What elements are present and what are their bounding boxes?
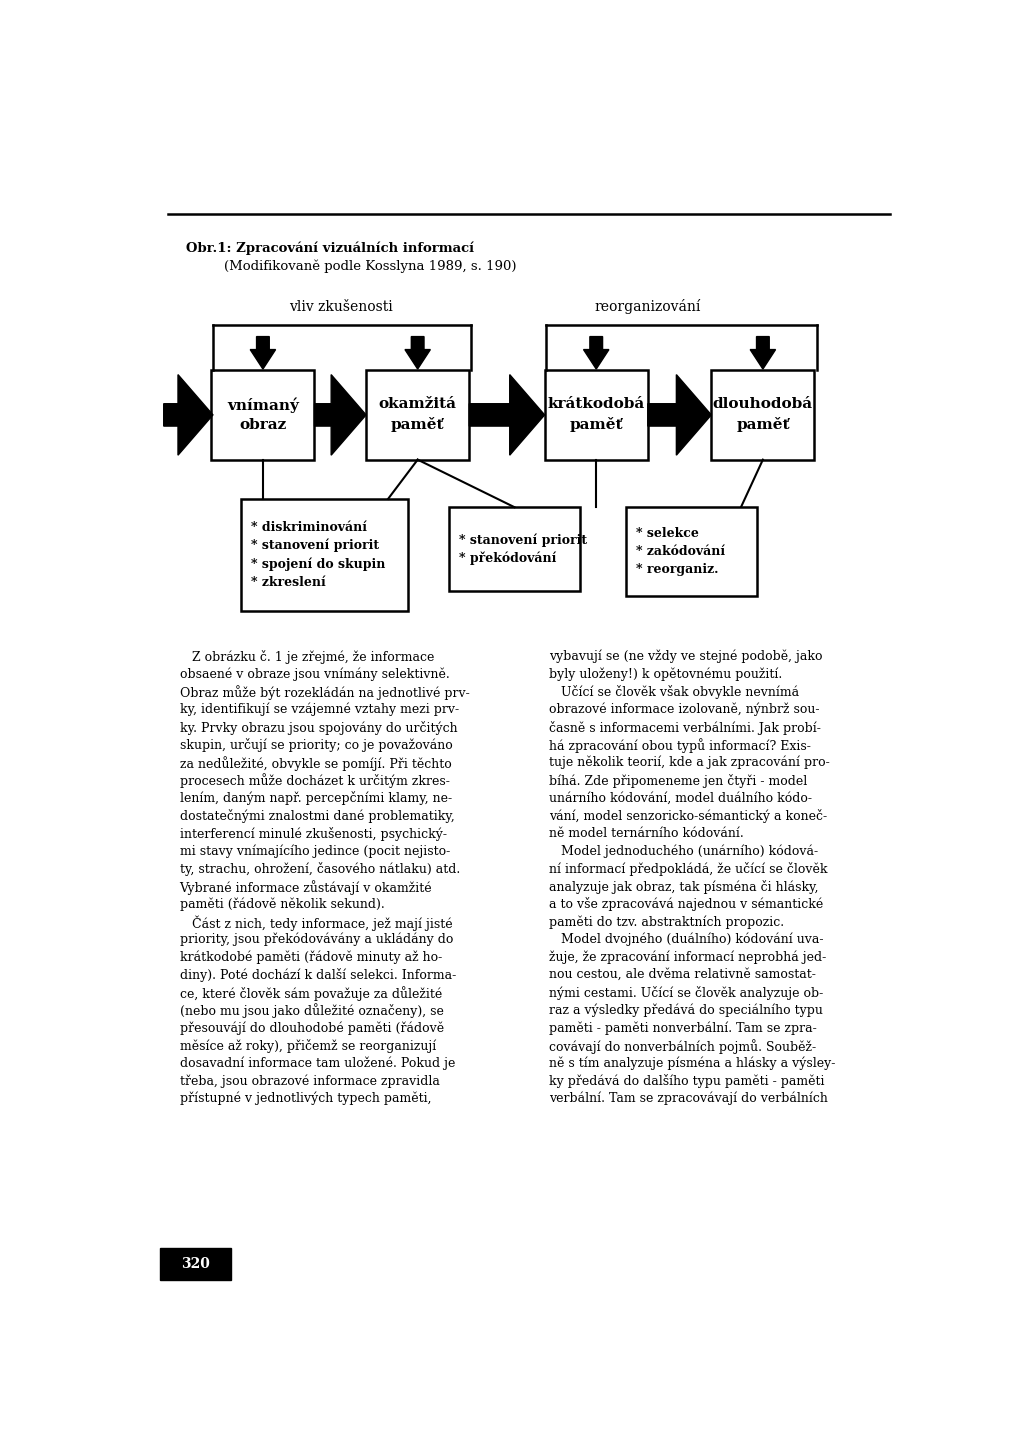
Text: procesech může docházet k určitým zkres-: procesech může docházet k určitým zkres- bbox=[179, 773, 450, 789]
Text: mi stavy vnímajícího jedince (pocit nejisto-: mi stavy vnímajícího jedince (pocit neji… bbox=[179, 844, 450, 857]
Text: nou cestou, ale dvěma relativně samostat-: nou cestou, ale dvěma relativně samostat… bbox=[549, 968, 815, 981]
Polygon shape bbox=[404, 337, 430, 369]
Text: Model dvojného (duálního) kódování uva-: Model dvojného (duálního) kódování uva- bbox=[549, 933, 823, 946]
Text: vnímaný
obraz: vnímaný obraz bbox=[227, 398, 299, 433]
Text: * selekce
* zakódování
* reorganiz.: * selekce * zakódování * reorganiz. bbox=[636, 527, 725, 575]
FancyBboxPatch shape bbox=[712, 371, 814, 459]
Text: skupin, určují se priority; co je považováno: skupin, určují se priority; co je považo… bbox=[179, 738, 453, 753]
Text: ce, které člověk sám považuje za důležité: ce, které člověk sám považuje za důležit… bbox=[179, 985, 441, 1001]
Text: přístupné v jednotlivých typech paměti,: přístupné v jednotlivých typech paměti, bbox=[179, 1091, 431, 1106]
Polygon shape bbox=[164, 375, 213, 455]
FancyBboxPatch shape bbox=[211, 371, 314, 459]
Text: unárního kódování, model duálního kódo-: unárního kódování, model duálního kódo- bbox=[549, 792, 812, 805]
FancyBboxPatch shape bbox=[367, 371, 469, 459]
Text: obsaené v obraze jsou vnímány selektivně.: obsaené v obraze jsou vnímány selektivně… bbox=[179, 667, 450, 681]
Text: Učící se člověk však obvykle nevnímá: Učící se člověk však obvykle nevnímá bbox=[549, 686, 799, 699]
Text: paměti - paměti nonverbální. Tam se zpra-: paměti - paměti nonverbální. Tam se zpra… bbox=[549, 1021, 816, 1035]
Text: a to vše zpracovává najednou v sémantické: a to vše zpracovává najednou v sémantick… bbox=[549, 898, 823, 911]
Text: žuje, že zpracování informací neprobhá jed-: žuje, že zpracování informací neprobhá j… bbox=[549, 950, 826, 963]
Text: Z obrázku č. 1 je zřejmé, že informace: Z obrázku č. 1 je zřejmé, že informace bbox=[179, 649, 434, 664]
Text: * diskriminování
* stanovení priorit
* spojení do skupin
* zkreslení: * diskriminování * stanovení priorit * s… bbox=[251, 520, 385, 588]
Text: paměti (řádově několik sekund).: paměti (řádově několik sekund). bbox=[179, 898, 384, 911]
Polygon shape bbox=[751, 337, 775, 369]
Text: covávají do nonverbálních pojmů. Souběž-: covávají do nonverbálních pojmů. Souběž- bbox=[549, 1039, 816, 1053]
Text: diny). Poté dochází k další selekci. Informa-: diny). Poté dochází k další selekci. Inf… bbox=[179, 968, 456, 982]
Text: ty, strachu, ohrožení, časového nátlaku) atd.: ty, strachu, ohrožení, časového nátlaku)… bbox=[179, 862, 460, 876]
Text: krátkodobá
paměť: krátkodobá paměť bbox=[548, 398, 645, 433]
Polygon shape bbox=[314, 375, 367, 455]
Text: reorganizování: reorganizování bbox=[595, 299, 701, 314]
Text: raz a výsledky předává do speciálního typu: raz a výsledky předává do speciálního ty… bbox=[549, 1004, 822, 1017]
Text: há zpracování obou typů informací? Exis-: há zpracování obou typů informací? Exis- bbox=[549, 738, 810, 753]
Text: dlouhodobá
paměť: dlouhodobá paměť bbox=[713, 398, 813, 433]
Polygon shape bbox=[469, 375, 545, 455]
Text: přesouvájí do dlouhodobé paměti (řádově: přesouvájí do dlouhodobé paměti (řádově bbox=[179, 1021, 443, 1035]
Text: Obraz může být rozekládán na jednotlivé prv-: Obraz může být rozekládán na jednotlivé … bbox=[179, 686, 469, 700]
Text: * stanovení priorit
* překódování: * stanovení priorit * překódování bbox=[459, 533, 587, 565]
Text: krátkodobé paměti (řádově minuty až ho-: krátkodobé paměti (řádově minuty až ho- bbox=[179, 950, 441, 963]
Text: Model jednoduchého (unárního) kódová-: Model jednoduchého (unárního) kódová- bbox=[549, 844, 818, 857]
Text: okamžitá
paměť: okamžitá paměť bbox=[379, 398, 457, 433]
Text: vání, model senzoricko-sémantický a koneč-: vání, model senzoricko-sémantický a kone… bbox=[549, 809, 826, 822]
Text: Část z nich, tedy informace, jež mají jisté: Část z nich, tedy informace, jež mají ji… bbox=[179, 915, 453, 930]
FancyBboxPatch shape bbox=[626, 507, 757, 596]
Text: vybavují se (ne vždy ve stejné podobě, jako: vybavují se (ne vždy ve stejné podobě, j… bbox=[549, 649, 822, 664]
Text: ní informací předpokládá, že učící se člověk: ní informací předpokládá, že učící se čl… bbox=[549, 862, 827, 876]
Text: časně s informacemi verbálními. Jak probí-: časně s informacemi verbálními. Jak prob… bbox=[549, 721, 820, 735]
Text: tuje několik teorií, kde a jak zpracování pro-: tuje několik teorií, kde a jak zpracován… bbox=[549, 756, 829, 770]
Text: paměti do tzv. abstraktních propozic.: paměti do tzv. abstraktních propozic. bbox=[549, 915, 783, 928]
Text: Obr.1: Zpracování vizuálních informací: Obr.1: Zpracování vizuálních informací bbox=[186, 241, 474, 254]
Text: ky předává do dalšího typu paměti - paměti: ky předává do dalšího typu paměti - pamě… bbox=[549, 1074, 824, 1088]
Text: ně s tím analyzuje písména a hlásky a výsley-: ně s tím analyzuje písména a hlásky a vý… bbox=[549, 1056, 835, 1069]
Text: dosavadní informace tam uložené. Pokud je: dosavadní informace tam uložené. Pokud j… bbox=[179, 1056, 455, 1069]
Polygon shape bbox=[648, 375, 712, 455]
Text: interferencí minulé zkušenosti, psychický-: interferencí minulé zkušenosti, psychick… bbox=[179, 827, 446, 841]
Text: ky. Prvky obrazu jsou spojovány do určitých: ky. Prvky obrazu jsou spojovány do určit… bbox=[179, 721, 457, 735]
Text: za nedůležité, obvykle se pomíjí. Při těchto: za nedůležité, obvykle se pomíjí. Při tě… bbox=[179, 756, 452, 770]
Polygon shape bbox=[250, 337, 275, 369]
Text: nými cestami. Učící se člověk analyzuje ob-: nými cestami. Učící se člověk analyzuje … bbox=[549, 985, 823, 1000]
Text: lením, daným např. percepčními klamy, ne-: lením, daným např. percepčními klamy, ne… bbox=[179, 792, 452, 805]
FancyBboxPatch shape bbox=[242, 498, 409, 610]
FancyBboxPatch shape bbox=[545, 371, 648, 459]
Text: analyzuje jak obraz, tak písména či hlásky,: analyzuje jak obraz, tak písména či hlás… bbox=[549, 879, 818, 894]
Text: verbální. Tam se zpracovávají do verbálních: verbální. Tam se zpracovávají do verbáln… bbox=[549, 1091, 827, 1106]
Text: Vybrané informace zůstávají v okamžité: Vybrané informace zůstávají v okamžité bbox=[179, 879, 432, 895]
FancyBboxPatch shape bbox=[449, 507, 580, 591]
Text: obrazové informace izolovaně, nýnbrž sou-: obrazové informace izolovaně, nýnbrž sou… bbox=[549, 703, 819, 716]
Text: ně model ternárního kódování.: ně model ternárního kódování. bbox=[549, 827, 743, 840]
Text: (nebo mu jsou jako důležité označeny), se: (nebo mu jsou jako důležité označeny), s… bbox=[179, 1004, 443, 1019]
Text: priority, jsou překódovávány a ukládány do: priority, jsou překódovávány a ukládány … bbox=[179, 933, 453, 946]
Text: vliv zkušenosti: vliv zkušenosti bbox=[289, 301, 392, 314]
Text: měsíce až roky), přičemž se reorganizují: měsíce až roky), přičemž se reorganizují bbox=[179, 1039, 436, 1053]
Text: (Modifikovaně podle Kosslyna 1989, s. 190): (Modifikovaně podle Kosslyna 1989, s. 19… bbox=[224, 260, 516, 273]
Text: třeba, jsou obrazové informace zpravidla: třeba, jsou obrazové informace zpravidla bbox=[179, 1074, 439, 1088]
Text: byly uloženy!) k opětovnému použití.: byly uloženy!) k opětovnému použití. bbox=[549, 667, 782, 681]
Text: 320: 320 bbox=[181, 1257, 210, 1271]
Text: dostatečnými znalostmi dané problematiky,: dostatečnými znalostmi dané problematiky… bbox=[179, 809, 455, 822]
Polygon shape bbox=[584, 337, 609, 369]
FancyBboxPatch shape bbox=[160, 1248, 231, 1280]
Text: bíhá. Zde připomeneme jen čtyři - model: bíhá. Zde připomeneme jen čtyři - model bbox=[549, 773, 807, 788]
Text: ky, identifikují se vzájemné vztahy mezi prv-: ky, identifikují se vzájemné vztahy mezi… bbox=[179, 703, 459, 716]
